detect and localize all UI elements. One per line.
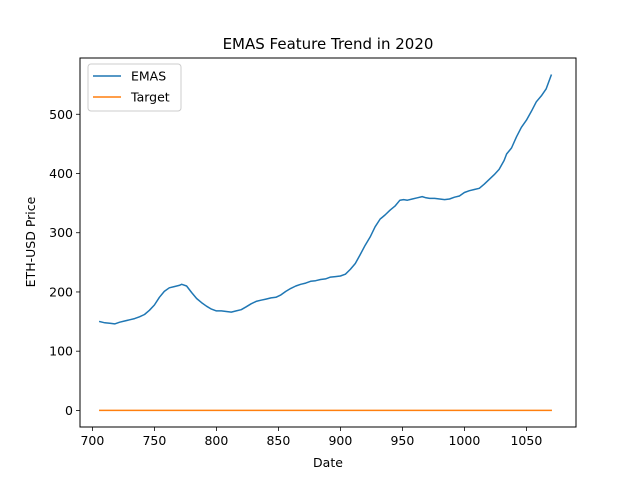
x-tick-label: 700: [80, 433, 104, 448]
x-tick-label: 750: [142, 433, 166, 448]
y-tick-label: 0: [65, 403, 73, 418]
y-tick-label: 200: [49, 284, 73, 299]
y-tick-label: 300: [49, 225, 73, 240]
legend: EMAS Target: [87, 63, 182, 112]
series-line-emas: [98, 74, 553, 325]
y-tick-label: 100: [49, 344, 73, 359]
plot-frame: [79, 57, 577, 428]
x-tick-label: 950: [390, 433, 414, 448]
x-tick-label: 800: [204, 433, 228, 448]
legend-label-target: Target: [130, 90, 170, 105]
x-tick-label: 1000: [448, 433, 480, 448]
x-axis-label: Date: [313, 455, 343, 470]
x-tick-label: 900: [328, 433, 352, 448]
y-tick-label: 400: [49, 166, 73, 181]
x-tick-label: 1050: [510, 433, 542, 448]
chart-title: EMAS Feature Trend in 2020: [223, 35, 434, 53]
x-tick-label: 850: [266, 433, 290, 448]
y-axis-label: ETH-USD Price: [23, 196, 38, 287]
y-tick-label: 500: [49, 107, 73, 122]
legend-label-emas: EMAS: [131, 69, 166, 84]
